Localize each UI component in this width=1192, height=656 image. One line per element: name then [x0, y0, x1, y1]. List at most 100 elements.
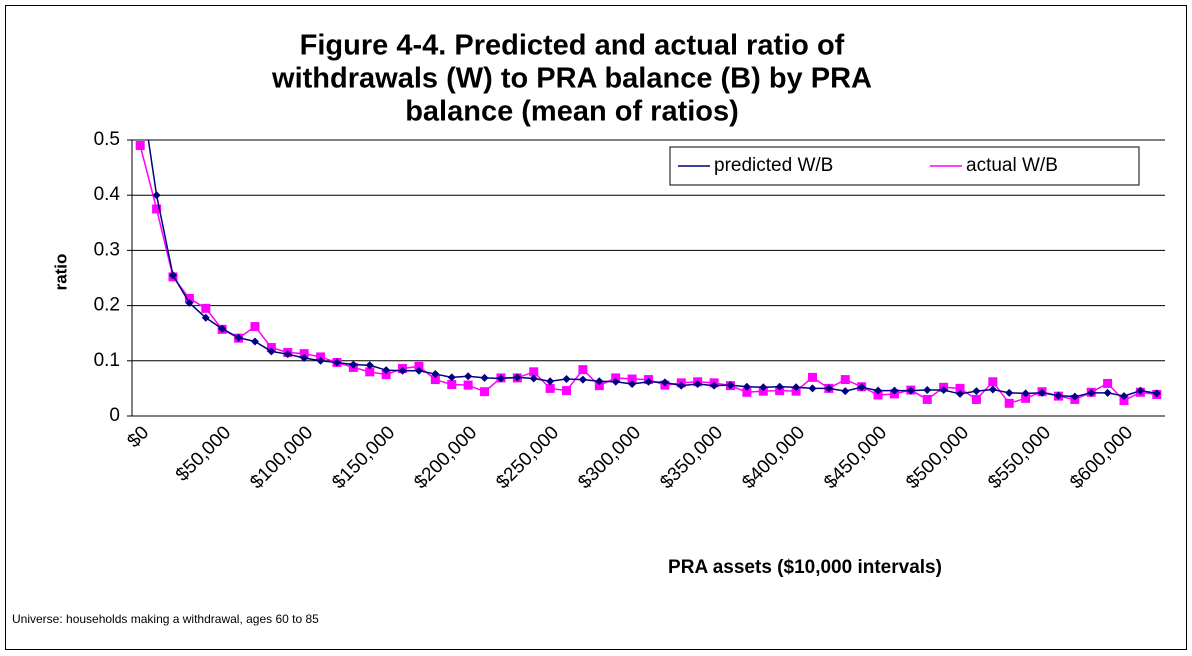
point — [513, 373, 522, 382]
legend-box — [669, 146, 1140, 186]
point — [988, 377, 998, 387]
point — [726, 381, 735, 390]
point — [841, 387, 850, 396]
point — [300, 354, 309, 363]
point — [922, 394, 932, 404]
point — [595, 377, 604, 386]
point — [1021, 393, 1031, 403]
point — [1070, 392, 1079, 401]
chart-title: balance (mean of ratios) — [405, 96, 739, 128]
point — [628, 379, 637, 388]
point — [1004, 398, 1014, 408]
point — [890, 386, 899, 395]
point — [234, 333, 243, 342]
point — [857, 383, 866, 392]
point — [201, 303, 211, 313]
point — [431, 370, 440, 379]
point — [250, 337, 259, 346]
point — [710, 381, 719, 390]
point — [365, 361, 374, 370]
point — [316, 356, 325, 365]
point — [447, 380, 457, 390]
plot-series — [135, 140, 1162, 408]
point — [562, 386, 572, 396]
point — [873, 390, 883, 400]
legend-label: actual W/B — [966, 155, 1058, 176]
point — [971, 394, 981, 404]
point — [660, 378, 669, 387]
point — [184, 293, 194, 303]
point — [480, 387, 490, 397]
point — [742, 387, 752, 397]
point — [152, 191, 161, 200]
point — [1005, 388, 1014, 397]
point — [381, 370, 391, 380]
point — [464, 372, 473, 381]
footnote: Universe: households making a withdrawal… — [12, 612, 319, 626]
point — [201, 313, 210, 322]
point — [447, 373, 456, 382]
point — [430, 375, 440, 385]
point — [578, 365, 588, 375]
point — [185, 298, 194, 307]
point — [545, 383, 555, 393]
point — [644, 377, 653, 386]
point — [807, 372, 817, 382]
plot-area — [132, 140, 1165, 416]
point — [808, 384, 817, 393]
point — [1103, 388, 1112, 397]
y-tick-label: 0 — [109, 405, 120, 426]
point — [923, 386, 932, 395]
point — [414, 361, 424, 371]
point — [1119, 396, 1129, 406]
point — [529, 367, 539, 377]
point — [562, 375, 571, 384]
point — [1120, 392, 1129, 401]
point — [742, 382, 751, 391]
point — [1038, 388, 1047, 397]
y-tick-label: 0.3 — [94, 239, 120, 260]
point — [627, 374, 637, 384]
point — [824, 384, 833, 393]
point — [594, 381, 604, 391]
point — [1152, 389, 1161, 398]
y-tick-label: 0.5 — [94, 129, 120, 150]
point — [955, 383, 965, 393]
point — [299, 349, 309, 359]
point — [1103, 378, 1113, 388]
y-tick-label: 0.1 — [94, 350, 120, 371]
point — [398, 366, 407, 375]
point — [218, 324, 227, 333]
point — [349, 360, 358, 369]
chart-title: withdrawals (W) to PRA balance (B) by PR… — [271, 63, 872, 95]
y-tick-label: 0.4 — [94, 184, 121, 205]
point — [1021, 389, 1030, 398]
point — [168, 271, 177, 280]
point — [677, 381, 686, 390]
point — [332, 358, 341, 367]
point — [152, 204, 162, 214]
point — [480, 373, 489, 382]
point — [611, 377, 620, 386]
point — [414, 366, 423, 375]
point — [759, 383, 768, 392]
point — [988, 385, 997, 394]
point — [956, 389, 965, 398]
legend-label: predicted W/B — [714, 155, 833, 176]
point — [267, 347, 276, 356]
point — [365, 367, 375, 377]
point — [939, 386, 948, 395]
point — [283, 350, 292, 359]
point — [1136, 386, 1145, 395]
point — [792, 383, 801, 392]
point — [546, 377, 555, 386]
point — [578, 375, 587, 384]
x-axis-title: PRA assets ($10,000 intervals) — [668, 557, 942, 578]
point — [775, 382, 784, 391]
point — [463, 380, 473, 390]
point — [382, 366, 391, 375]
point — [906, 386, 915, 395]
point — [840, 375, 850, 385]
y-axis-title: ratio — [51, 254, 70, 291]
